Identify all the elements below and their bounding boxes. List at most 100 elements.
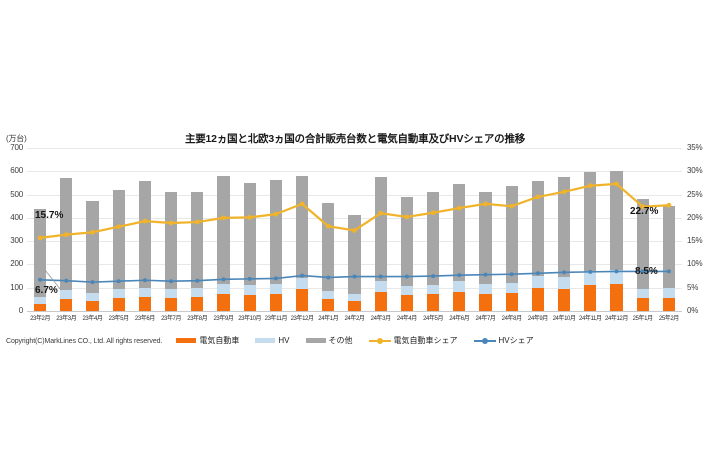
hv-share-marker — [404, 274, 409, 279]
bar-segment-other — [165, 192, 178, 290]
hv-share-marker — [614, 269, 619, 274]
hv-share-marker — [640, 269, 645, 274]
bar-stack — [269, 180, 282, 311]
bar-segment-other — [112, 190, 125, 290]
ev-share-marker — [325, 223, 331, 229]
bar-segment-hv — [505, 282, 518, 294]
bar-segment-hv — [165, 289, 178, 298]
bar-stack — [243, 182, 256, 311]
ev-share-marker — [194, 219, 200, 225]
bar-stack — [296, 175, 309, 311]
bar-segment-ev — [427, 294, 440, 311]
hv-share-marker — [221, 277, 226, 282]
bar-segment-ev — [165, 297, 178, 311]
x-axis-tick: 23年10月 — [238, 316, 262, 322]
x-axis-tick: 23年8月 — [187, 316, 208, 322]
legend-item-0[interactable]: 電気自動車 — [176, 335, 239, 346]
hv-share-marker — [195, 278, 200, 283]
legend-swatch-icon — [176, 338, 197, 343]
data-label-6-7pct: 6.7% — [35, 285, 58, 296]
legend-swatch-icon — [255, 338, 276, 343]
bar-segment-other — [479, 192, 492, 284]
y-axis-tick-right: 0% — [687, 306, 699, 315]
bar-segment-ev — [610, 283, 623, 311]
legend-item-2[interactable]: その他 — [305, 335, 353, 346]
hv-share-marker — [352, 274, 357, 279]
y-axis-tick-left: 300 — [10, 236, 23, 246]
bar-segment-hv — [662, 288, 675, 298]
y-axis-tick-left: 500 — [10, 189, 23, 199]
bar-segment-other — [531, 180, 544, 276]
hv-share-marker — [588, 269, 593, 274]
bar-segment-ev — [296, 289, 309, 311]
data-label-22-7pct: 22.7% — [630, 206, 659, 217]
legend-label: 電気自動車 — [199, 336, 240, 345]
legend-item-4[interactable]: HVシェア — [473, 335, 534, 346]
bar-segment-ev — [138, 296, 151, 311]
bar-segment-ev — [531, 287, 544, 311]
x-axis-tick: 24年3月 — [370, 316, 391, 322]
y-axis-tick-right: 5% — [687, 282, 699, 292]
chart-legend: 電気自動車 HV その他 電気自動車シェア HVシェア — [0, 335, 710, 346]
bar-segment-ev — [636, 297, 649, 311]
legend-item-1[interactable]: HV — [255, 336, 290, 345]
hv-share-marker — [90, 280, 95, 285]
legend-line-icon — [368, 337, 391, 345]
hv-share-marker — [535, 271, 540, 276]
bar-segment-hv — [138, 287, 151, 297]
bar-stack — [427, 192, 440, 311]
y-axis-tick-left: 600 — [10, 166, 23, 176]
y-axis-tick-left: 0 — [18, 306, 23, 315]
bar-stack — [558, 176, 571, 311]
bar-segment-other — [243, 182, 256, 286]
bar-segment-other — [217, 176, 230, 285]
hv-share-marker — [483, 272, 488, 277]
bar-segment-other — [662, 206, 675, 289]
bar-segment-other — [86, 201, 99, 294]
bar-segment-hv — [584, 272, 597, 286]
legend-swatch-icon — [305, 338, 326, 343]
ev-share-marker — [378, 210, 384, 216]
bar-stack — [138, 180, 151, 311]
hv-share-marker — [64, 278, 69, 283]
legend-label: 電気自動車シェア — [393, 336, 458, 345]
legend-item-3[interactable]: 電気自動車シェア — [368, 335, 458, 346]
bar-segment-hv — [636, 288, 649, 298]
hv-share-marker — [431, 274, 436, 279]
x-axis-tick: 24年10月 — [552, 316, 576, 322]
hv-share-marker — [116, 279, 121, 284]
bar-segment-ev — [453, 291, 466, 311]
hv-share-marker — [38, 277, 43, 282]
ev-share-marker — [614, 181, 619, 187]
plot-area: 700 35% 600 30% 500 25% 400 20% 300 15% 200 10% 100 5… — [10, 143, 702, 322]
hv-share-marker — [273, 276, 278, 281]
bar-stack — [34, 209, 47, 311]
x-axis-tick: 24年7月 — [475, 316, 496, 322]
x-axis-tick: 24年8月 — [501, 316, 522, 322]
bar-segment-ev — [322, 299, 335, 311]
ev-share-marker — [430, 210, 436, 216]
bar-segment-ev — [374, 292, 387, 311]
ev-share-marker — [535, 194, 541, 200]
bar-stack — [531, 180, 544, 311]
bar-stack — [165, 192, 178, 311]
bar-stack — [505, 185, 518, 311]
bar-stack — [610, 171, 623, 311]
bar-segment-hv — [400, 285, 413, 296]
data-label-15-7pct: 15.7% — [35, 210, 64, 221]
y-axis-tick-right: 10% — [687, 259, 703, 269]
hv-share-marker — [378, 274, 383, 279]
bar-stack — [112, 190, 125, 311]
bar-segment-other — [400, 197, 413, 286]
bar-segment-hv — [217, 284, 230, 295]
ev-share-marker — [116, 224, 122, 230]
y-axis-unit-label: (万台) — [6, 134, 27, 143]
y-axis-tick-left: 100 — [10, 282, 23, 292]
y-axis-tick-right: 20% — [687, 212, 703, 222]
x-axis-tick: 24年11月 — [579, 316, 602, 322]
hv-share-marker — [247, 276, 252, 281]
x-axis-tick: 23年3月 — [56, 316, 77, 322]
bar-stack — [400, 197, 413, 311]
bar-segment-other — [505, 185, 518, 283]
